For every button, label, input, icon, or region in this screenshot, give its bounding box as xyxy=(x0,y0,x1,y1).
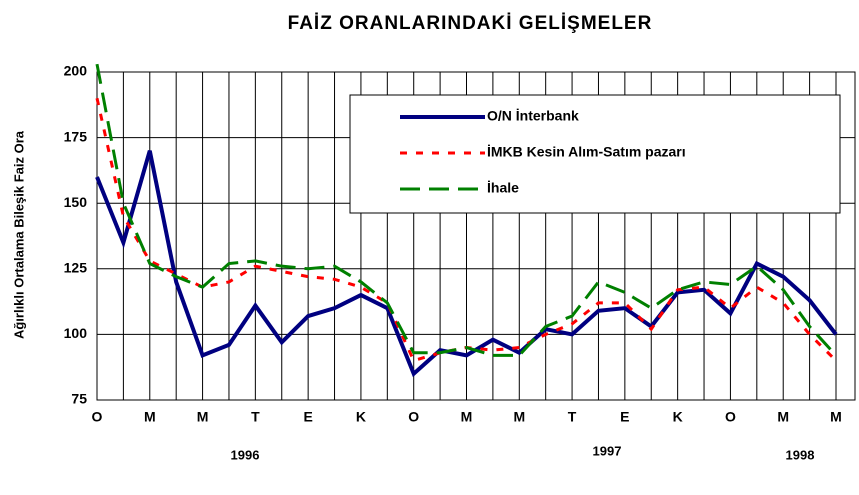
year-label: 1998 xyxy=(786,447,815,462)
x-tick-label: M xyxy=(144,409,156,425)
series-line xyxy=(95,150,838,378)
x-tick-label: E xyxy=(303,409,312,425)
legend-label: İhale xyxy=(487,180,519,196)
legend-box xyxy=(349,94,841,214)
y-tick-label: 150 xyxy=(64,194,88,210)
x-tick-label: O xyxy=(725,409,736,425)
x-tick-label: M xyxy=(461,409,473,425)
year-label: 1996 xyxy=(231,447,260,462)
x-tick-label: T xyxy=(568,409,577,425)
x-tick-label: E xyxy=(620,409,629,425)
chart-title: FAİZ ORANLARINDAKİ GELİŞMELER xyxy=(288,13,653,34)
legend-label: İMKB Kesin Alım-Satım pazarı xyxy=(487,144,686,160)
x-tick-label: M xyxy=(777,409,789,425)
x-tick-label: O xyxy=(408,409,419,425)
x-tick-label: K xyxy=(673,409,683,425)
y-tick-label: 200 xyxy=(64,63,88,79)
year-label: 1997 xyxy=(593,443,622,458)
x-tick-label: M xyxy=(513,409,525,425)
x-tick-label: M xyxy=(830,409,842,425)
series-line xyxy=(95,63,838,357)
y-axis-label: Ağırlıklı Ortalama Bileşik Faiz Ora xyxy=(11,130,26,339)
legend-label: O/N İnterbank xyxy=(487,108,579,124)
y-tick-label: 100 xyxy=(64,325,88,341)
y-tick-label: 75 xyxy=(71,391,87,407)
y-tick-label: 125 xyxy=(64,260,88,276)
x-tick-label: T xyxy=(251,409,260,425)
x-tick-label: K xyxy=(356,409,366,425)
x-tick-label: O xyxy=(92,409,103,425)
x-tick-label: M xyxy=(197,409,209,425)
y-tick-label: 175 xyxy=(64,128,88,144)
